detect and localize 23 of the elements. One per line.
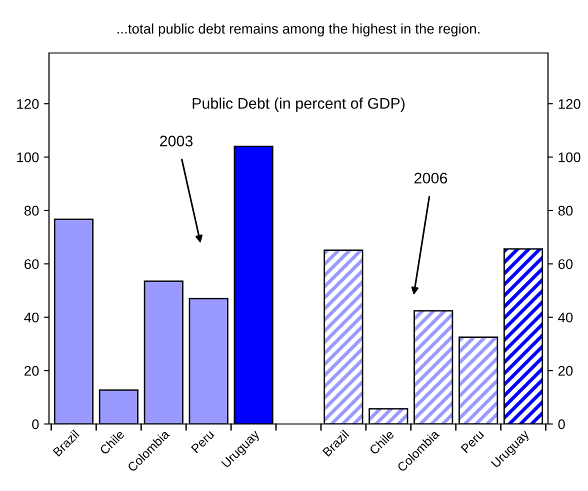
y-tick-label: 80	[24, 206, 39, 216]
y2-tick-label: 120	[558, 99, 580, 109]
y-tick-label: 20	[24, 366, 39, 376]
y2-tick-label: 100	[558, 152, 580, 162]
y2-tick-label: 60	[558, 259, 573, 270]
y2-tick-label: 0	[558, 419, 565, 430]
y-tick-label: 120	[17, 99, 39, 109]
y2-tick-label: 20	[558, 366, 573, 376]
bar	[234, 146, 274, 424]
bar	[144, 280, 184, 424]
chart-title: ...total public debt remains among the highest in the region.	[118, 23, 480, 36]
bar	[188, 298, 228, 424]
y2-tick-label: 40	[558, 312, 573, 322]
y-tick-label: 40	[24, 312, 39, 322]
text: Public Debt (in percent of GDP)	[192, 98, 405, 112]
bar	[98, 389, 138, 424]
y2-tick-label: 80	[558, 206, 573, 216]
annotation: 2003	[160, 136, 193, 146]
y-tick-label: 100	[17, 152, 39, 162]
y-tick-label: 0	[32, 419, 39, 430]
bar	[54, 218, 94, 424]
annotation: 2006	[414, 172, 448, 184]
y-tick-label: 60	[24, 259, 39, 270]
